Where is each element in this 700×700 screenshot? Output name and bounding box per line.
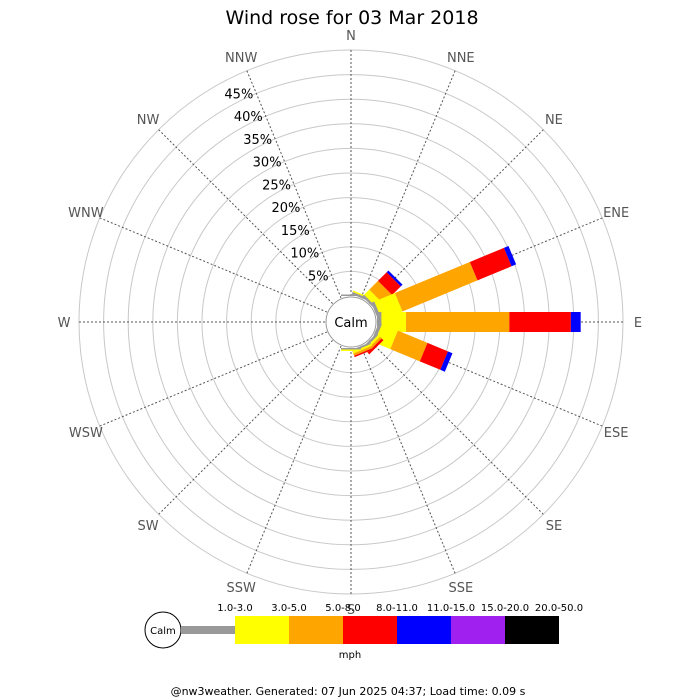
direction-label-nne: NNE <box>447 51 475 66</box>
bar-segment-sse-1 <box>352 344 372 354</box>
legend-label: 15.0-20.0 <box>481 603 529 614</box>
grid-spoke <box>246 345 342 574</box>
legend-label: 1.0-3.0 <box>217 603 252 614</box>
direction-label-se: SE <box>546 519 562 534</box>
ring-label: 45% <box>224 87 253 102</box>
grid-spoke <box>360 345 456 574</box>
bar-segment-e-2 <box>406 312 510 332</box>
grid-spoke <box>246 70 342 299</box>
chart-title: Wind rose for 03 Mar 2018 <box>225 7 478 29</box>
legend-swatch <box>343 616 397 644</box>
legend-calm-label: Calm <box>150 626 176 637</box>
direction-label-e: E <box>634 316 642 331</box>
bar-segment-ene-3 <box>469 247 512 281</box>
legend-unit: mph <box>339 650 361 661</box>
wind-bars <box>341 245 581 372</box>
direction-label-wnw: WNW <box>68 206 104 221</box>
grid-spoke <box>369 340 544 515</box>
ring-label: 10% <box>290 247 319 262</box>
ring-label: 25% <box>262 178 291 193</box>
legend-label: 20.0-50.0 <box>535 603 583 614</box>
direction-label-w: W <box>58 316 71 331</box>
direction-label-nnw: NNW <box>225 51 257 66</box>
bar-segment-ese-3 <box>419 342 448 370</box>
calm-center: Calm <box>325 296 377 348</box>
bar-segment-e-4 <box>570 312 581 332</box>
grid-spoke <box>99 331 328 427</box>
bar-segment-sse-3 <box>354 348 374 358</box>
grid-spoke <box>158 129 333 304</box>
grid-spoke <box>369 129 544 304</box>
direction-label-ssw: SSW <box>226 581 256 596</box>
direction-label-sse: SSE <box>448 581 473 596</box>
ring-labels: 5% 10% 15% 20% 25% 30% 35% 40% 45% <box>224 87 328 284</box>
direction-label-n: N <box>346 29 356 44</box>
footer-text: @nw3weather. Generated: 07 Jun 2025 04:3… <box>171 685 526 698</box>
bar-segment-ene-2 <box>394 261 478 312</box>
bar-segment-ne-4 <box>386 270 403 287</box>
bar-group-s <box>341 348 361 351</box>
legend-swatch <box>181 626 235 634</box>
calm-label: Calm <box>334 316 367 331</box>
bar-group-e <box>377 312 581 332</box>
bar-segment-ene-4 <box>503 245 517 267</box>
legend-label: 3.0-5.0 <box>271 603 306 614</box>
direction-label-nw: NW <box>137 113 160 128</box>
bar-segment-e-0 <box>377 312 382 332</box>
direction-label-ene: ENE <box>603 206 629 221</box>
legend-swatch <box>451 616 505 644</box>
ring-label: 30% <box>253 156 282 171</box>
direction-label-ese: ESE <box>604 426 629 441</box>
bar-segment-ese-4 <box>440 351 453 372</box>
grid-spoke <box>99 217 328 313</box>
ring-label: 5% <box>308 269 329 284</box>
bar-segment-ese-2 <box>390 330 428 362</box>
direction-label-wsw: WSW <box>69 426 103 441</box>
speed-legend: Calm mph 1.0-3.0 3.0-5.0 5.0-8.0 8.0-11.0 11… <box>144 603 583 661</box>
grid-spoke <box>360 70 456 299</box>
bar-segment-e-3 <box>509 312 571 332</box>
legend-label: 11.0-15.0 <box>427 603 475 614</box>
bar-segment-s-1 <box>341 349 361 351</box>
direction-labels: N NNE NE ENE E ESE SE SSE S SSW SW WSW W WNW NW NNW <box>58 29 643 618</box>
bar-segment-sse-2 <box>353 345 373 356</box>
direction-label-s: S <box>347 603 355 618</box>
ring-label: 15% <box>281 224 310 239</box>
ring-label: 40% <box>234 110 263 125</box>
legend-swatch <box>289 616 343 644</box>
legend-label: 5.0-8.0 <box>325 603 360 614</box>
ring-label: 20% <box>271 201 300 216</box>
direction-label-ne: NE <box>545 113 563 128</box>
calm-circle <box>325 296 377 348</box>
bar-segment-ne-3 <box>377 272 401 296</box>
legend-swatch <box>505 616 559 644</box>
bar-segment-se-3 <box>367 338 384 355</box>
bar-segment-s-0 <box>341 348 361 350</box>
grid-spoke <box>158 340 333 515</box>
ring-label: 35% <box>243 133 272 148</box>
direction-label-sw: SW <box>138 519 159 534</box>
legend-label: 8.0-11.0 <box>376 603 418 614</box>
legend-swatch <box>397 616 451 644</box>
legend-swatch <box>235 616 289 644</box>
